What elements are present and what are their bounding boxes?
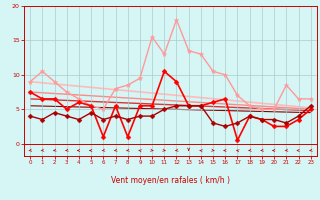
X-axis label: Vent moyen/en rafales ( km/h ): Vent moyen/en rafales ( km/h ) bbox=[111, 176, 230, 185]
